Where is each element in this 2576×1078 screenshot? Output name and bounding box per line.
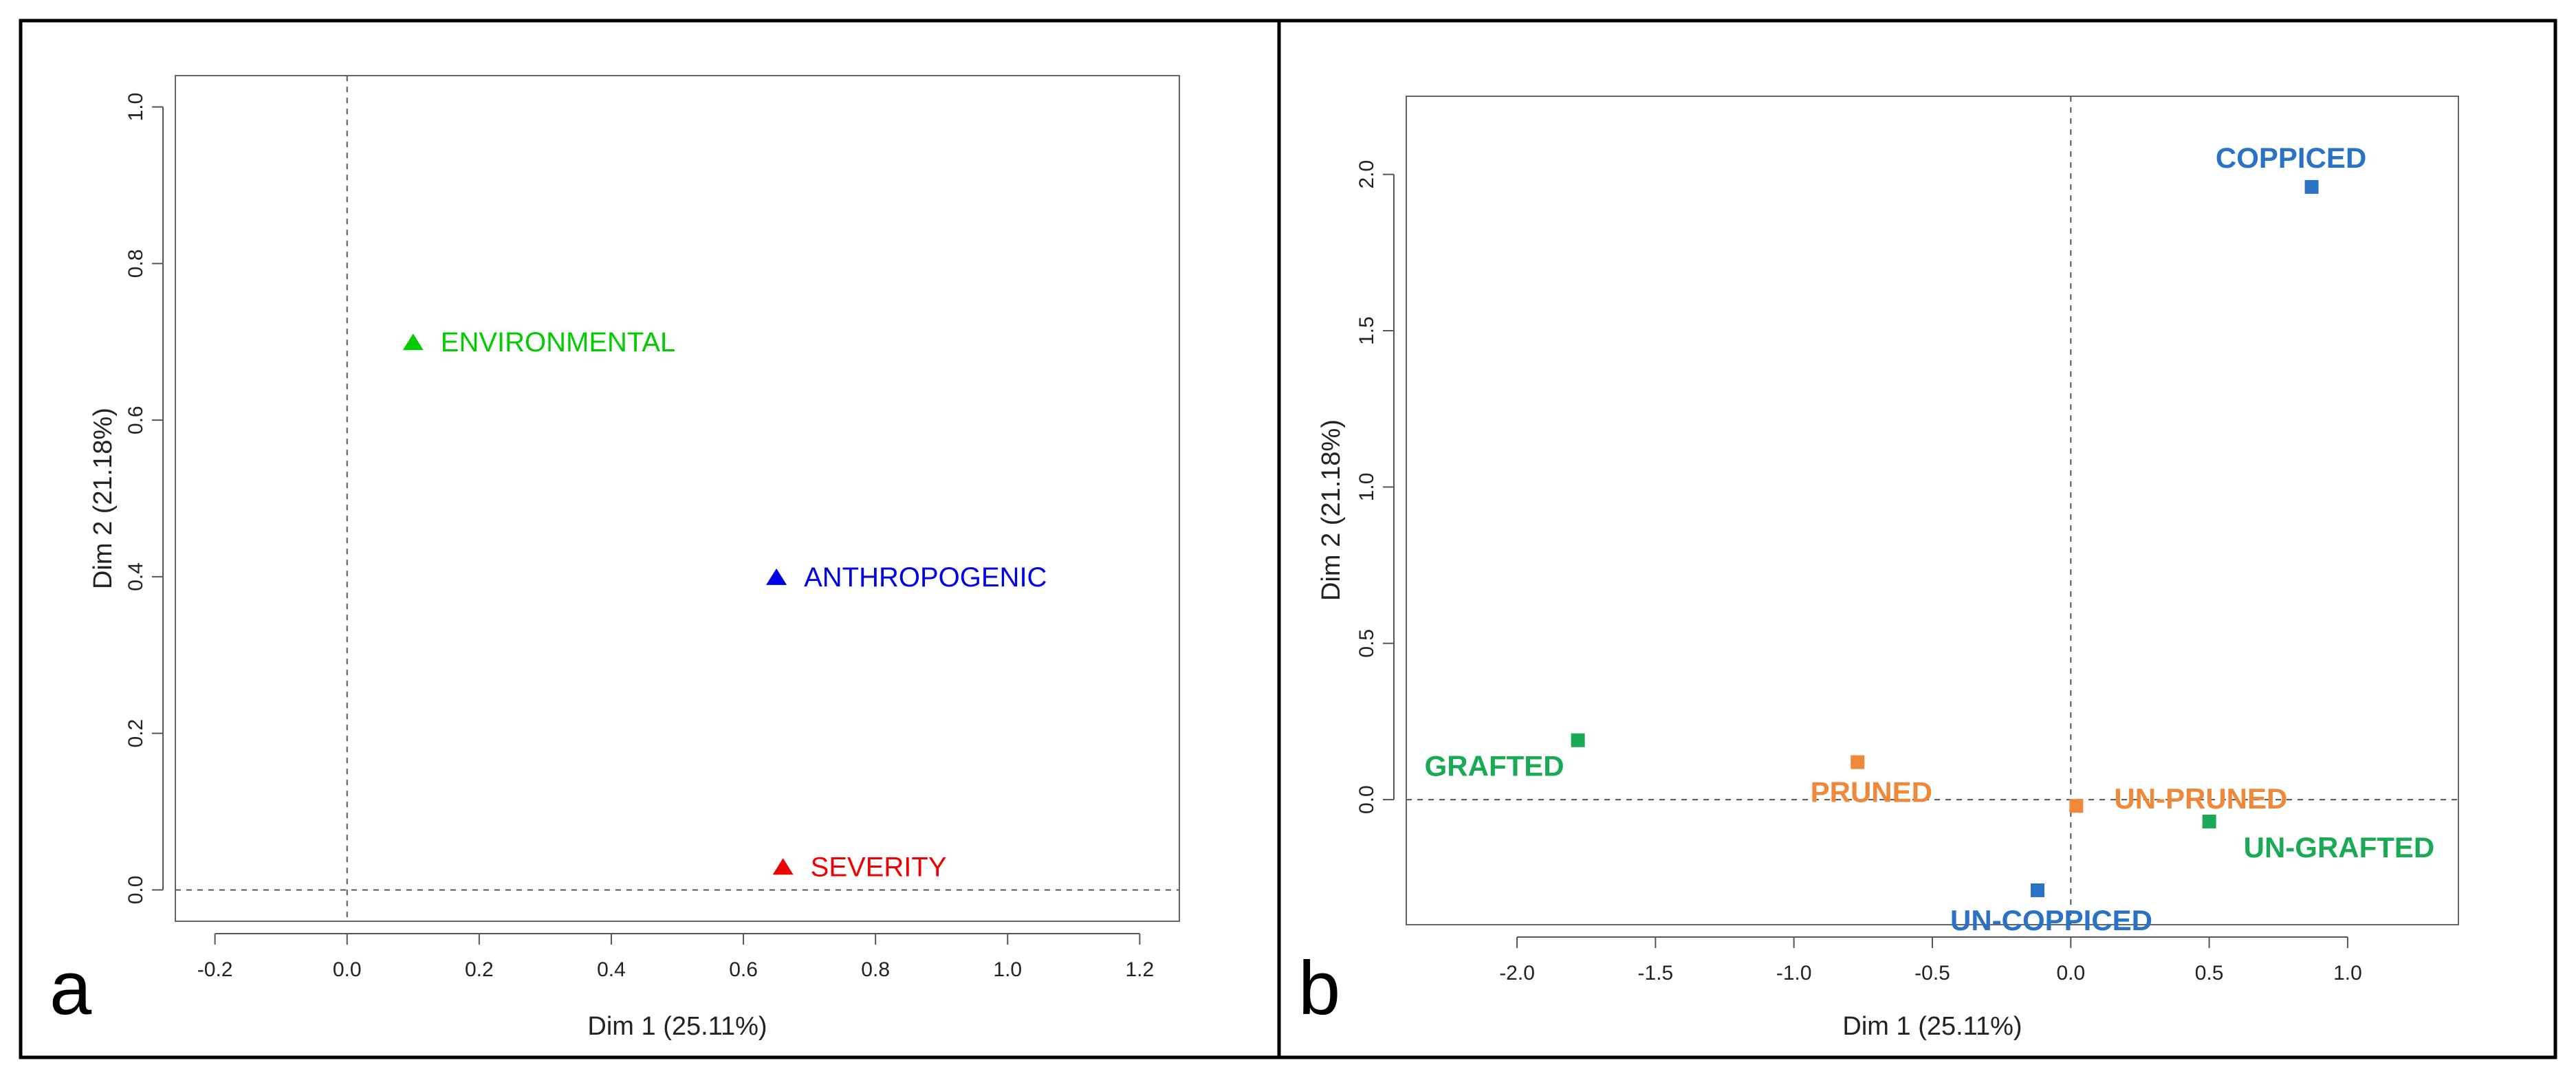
x-tick-label: 0.5 <box>2195 962 2224 984</box>
y-tick-label: 1.5 <box>1355 316 1378 345</box>
panel-b-label: b <box>1298 946 1340 1031</box>
y-tick-label: 0.0 <box>124 876 147 905</box>
figure-frame <box>19 19 2557 1059</box>
point-label-severity: SEVERITY <box>811 852 947 882</box>
panel-a-label: a <box>50 946 92 1031</box>
x-tick-label: 0.4 <box>597 958 626 981</box>
point-marker-severity <box>772 858 794 875</box>
x-tick-label: 0.6 <box>729 958 758 981</box>
x-tick-label: 1.0 <box>2333 962 2362 984</box>
panel-a-y-axis: 0.0 0.2 0.4 0.6 0.8 1.0 <box>124 93 164 905</box>
panel-b-x-axis-label: Dim 1 (25.11%) <box>1842 1012 2022 1041</box>
point-marker-coppiced <box>2304 179 2319 194</box>
point-label-un-pruned: UN-PRUNED <box>2114 782 2287 815</box>
point-label-anthropogenic: ANTHROPOGENIC <box>804 562 1047 593</box>
y-tick-label: 0.0 <box>1355 785 1378 814</box>
x-tick-label: -2.0 <box>1499 962 1535 984</box>
x-tick-label: -1.5 <box>1638 962 1674 984</box>
point-marker-un-grafted <box>2202 814 2216 828</box>
x-tick-label: 0.0 <box>333 958 362 981</box>
panel-a: -0.2 0.0 0.2 0.4 0.6 0.8 1.0 1.2 0.00.20.40.60.… <box>50 75 1180 1041</box>
point-marker-un-coppiced <box>2031 883 2044 897</box>
point-marker-un-pruned <box>2069 799 2084 813</box>
y-tick-label: 0.6 <box>124 406 147 434</box>
x-tick-label: -0.5 <box>1914 962 1950 984</box>
panel-a-x-axis: -0.2 0.0 0.2 0.4 0.6 0.8 1.0 1.2 <box>197 933 1155 981</box>
x-tick-label: 1.2 <box>1126 958 1155 981</box>
y-tick-label: 1.0 <box>124 93 147 122</box>
x-tick-label: -0.2 <box>197 958 233 981</box>
point-marker-anthropogenic <box>766 568 787 585</box>
point-label-un-grafted: UN-GRAFTED <box>2244 831 2435 864</box>
y-tick-label: 1.0 <box>1355 473 1378 502</box>
point-marker-grafted <box>1571 733 1585 747</box>
panel-b-points: COPPICED UN-COPPICED GRAFTED UN-GRAFTED PRUN… <box>1425 142 2435 936</box>
point-label-un-coppiced: UN-COPPICED <box>1950 904 2152 936</box>
panel-a-y-axis-label: Dim 2 (21.18%) <box>89 408 118 589</box>
x-tick-label: 0.8 <box>861 958 890 981</box>
y-tick-label: 0.5 <box>1355 629 1378 658</box>
panel-b-y-axis-label: Dim 2 (21.18%) <box>1317 419 1346 601</box>
y-tick-label: 0.4 <box>124 562 147 591</box>
point-marker-pruned <box>1851 755 1865 769</box>
panel-b-plot-box <box>1406 96 2459 925</box>
panel-b-x-axis: -2.0 -1.5 -1.0 -0.5 0.0 0.5 1.0 <box>1499 936 2362 984</box>
point-label-pruned: PRUNED <box>1811 776 1932 808</box>
panel-b: -2.0 -1.5 -1.0 -0.5 0.0 0.5 1.0 0.0 0.5 1.0 1.5 2.… <box>1298 96 2459 1041</box>
panel-a-points: ENVIRONMENTAL ANTHROPOGENIC SEVERITY <box>402 327 1047 882</box>
point-label-environmental: ENVIRONMENTAL <box>441 327 676 358</box>
point-label-coppiced: COPPICED <box>2216 142 2366 174</box>
y-tick-label: 2.0 <box>1355 160 1378 189</box>
panel-a-x-axis-label: Dim 1 (25.11%) <box>587 1012 767 1041</box>
x-tick-label: 0.2 <box>465 958 494 981</box>
x-tick-label: 0.0 <box>2056 962 2085 984</box>
y-tick-label: 0.8 <box>124 249 147 278</box>
x-tick-label: -1.0 <box>1776 962 1812 984</box>
point-marker-environmental <box>402 333 424 351</box>
y-tick-label: 0.2 <box>124 719 147 748</box>
point-label-grafted: GRAFTED <box>1425 750 1564 782</box>
panel-a-plot-box <box>175 75 1180 922</box>
panel-b-y-axis: 0.0 0.5 1.0 1.5 2.0 <box>1355 160 1395 814</box>
x-tick-label: 1.0 <box>993 958 1022 981</box>
